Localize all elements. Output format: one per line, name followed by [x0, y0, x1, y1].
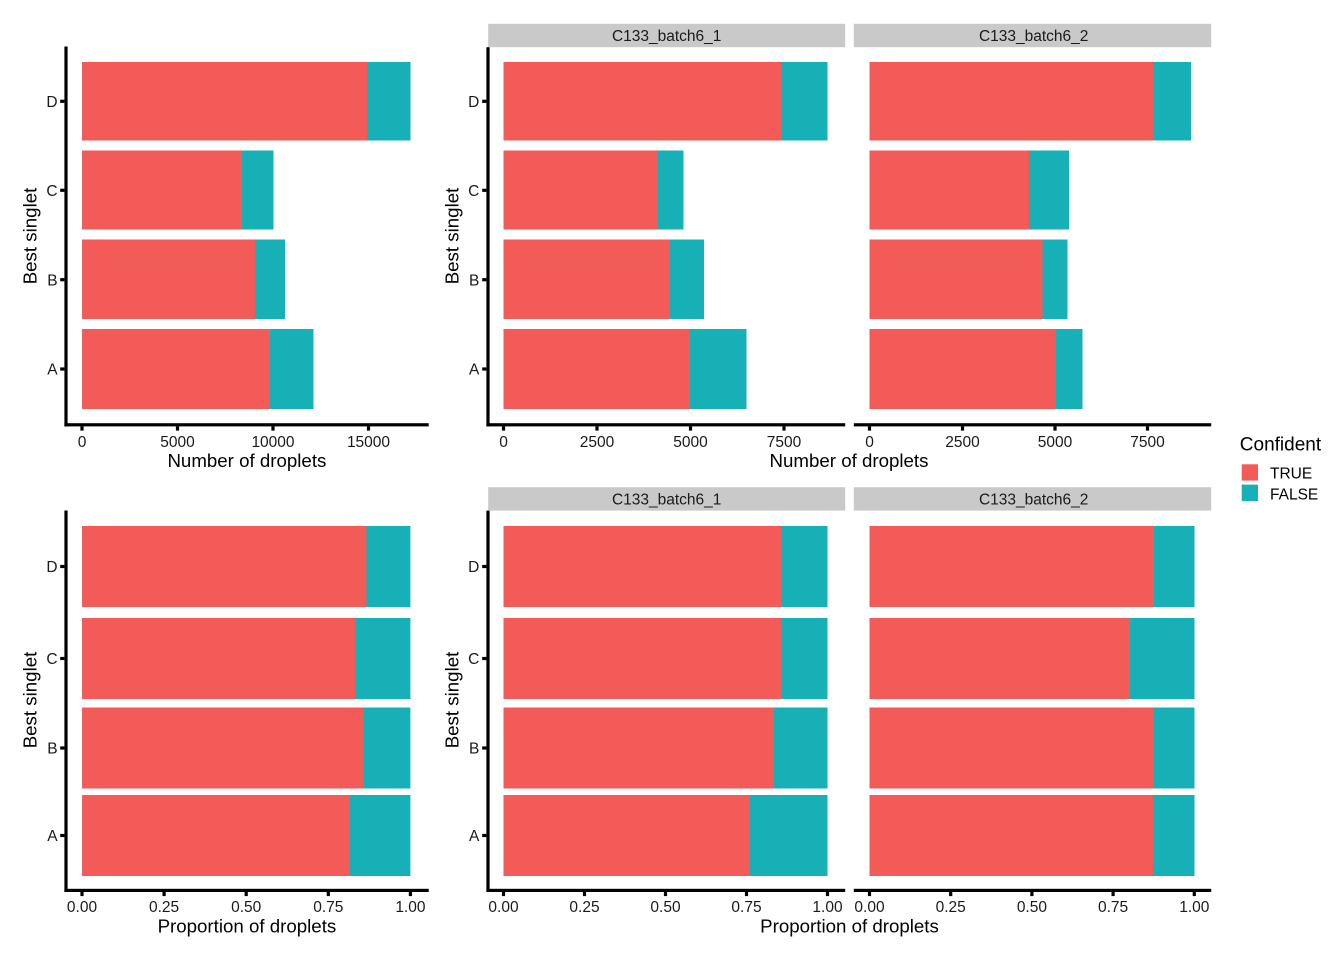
svg-text:A: A: [47, 362, 58, 379]
svg-text:D: D: [468, 94, 479, 111]
svg-text:Proportion of droplets: Proportion of droplets: [158, 915, 337, 936]
svg-text:FALSE: FALSE: [1270, 487, 1318, 504]
svg-text:7500: 7500: [1130, 434, 1165, 451]
svg-text:1.00: 1.00: [395, 899, 426, 916]
svg-text:5000: 5000: [160, 434, 195, 451]
svg-text:B: B: [47, 741, 57, 758]
svg-text:A: A: [469, 828, 480, 845]
svg-text:5000: 5000: [673, 434, 708, 451]
svg-text:TRUE: TRUE: [1270, 465, 1312, 482]
svg-text:Confident: Confident: [1240, 435, 1322, 456]
svg-text:Best singlet: Best singlet: [442, 187, 463, 284]
svg-text:Best singlet: Best singlet: [442, 651, 463, 748]
svg-text:5000: 5000: [1038, 434, 1073, 451]
svg-text:C133_batch6_2: C133_batch6_2: [979, 28, 1088, 45]
svg-text:0.75: 0.75: [731, 899, 761, 916]
svg-text:0: 0: [499, 434, 508, 451]
svg-text:0.25: 0.25: [569, 899, 599, 916]
svg-text:0.50: 0.50: [1017, 899, 1048, 916]
svg-text:10000: 10000: [251, 434, 294, 451]
svg-text:D: D: [46, 559, 57, 576]
svg-text:D: D: [468, 559, 479, 576]
svg-text:Number of droplets: Number of droplets: [167, 450, 326, 471]
svg-text:A: A: [469, 362, 480, 379]
svg-text:0.75: 0.75: [313, 899, 343, 916]
svg-text:Proportion of droplets: Proportion of droplets: [760, 915, 939, 936]
svg-text:0: 0: [865, 434, 874, 451]
svg-text:2500: 2500: [580, 434, 615, 451]
svg-text:0.50: 0.50: [231, 899, 262, 916]
svg-text:C: C: [468, 183, 479, 200]
svg-text:2500: 2500: [945, 434, 980, 451]
svg-text:C133_batch6_1: C133_batch6_1: [612, 491, 721, 508]
svg-text:0.25: 0.25: [149, 899, 179, 916]
svg-text:0.00: 0.00: [488, 899, 519, 916]
svg-text:B: B: [47, 272, 57, 289]
svg-text:0.75: 0.75: [1098, 899, 1128, 916]
svg-text:15000: 15000: [347, 434, 390, 451]
svg-text:7500: 7500: [767, 434, 802, 451]
svg-text:B: B: [469, 741, 479, 758]
svg-text:A: A: [47, 828, 58, 845]
svg-text:1.00: 1.00: [812, 899, 843, 916]
svg-text:C: C: [46, 183, 57, 200]
svg-text:0.50: 0.50: [650, 899, 681, 916]
svg-text:1.00: 1.00: [1179, 899, 1210, 916]
svg-text:Best singlet: Best singlet: [19, 651, 40, 748]
svg-text:0.25: 0.25: [936, 899, 966, 916]
svg-text:C133_batch6_1: C133_batch6_1: [612, 28, 721, 45]
svg-text:C: C: [46, 651, 57, 668]
svg-text:D: D: [46, 94, 57, 111]
svg-text:0: 0: [78, 434, 87, 451]
svg-text:0.00: 0.00: [67, 899, 98, 916]
svg-text:Best singlet: Best singlet: [19, 187, 40, 284]
svg-text:C: C: [468, 651, 479, 668]
svg-text:Number of droplets: Number of droplets: [770, 450, 929, 471]
svg-text:0.00: 0.00: [854, 899, 885, 916]
svg-text:C133_batch6_2: C133_batch6_2: [979, 491, 1088, 508]
svg-text:B: B: [469, 272, 479, 289]
